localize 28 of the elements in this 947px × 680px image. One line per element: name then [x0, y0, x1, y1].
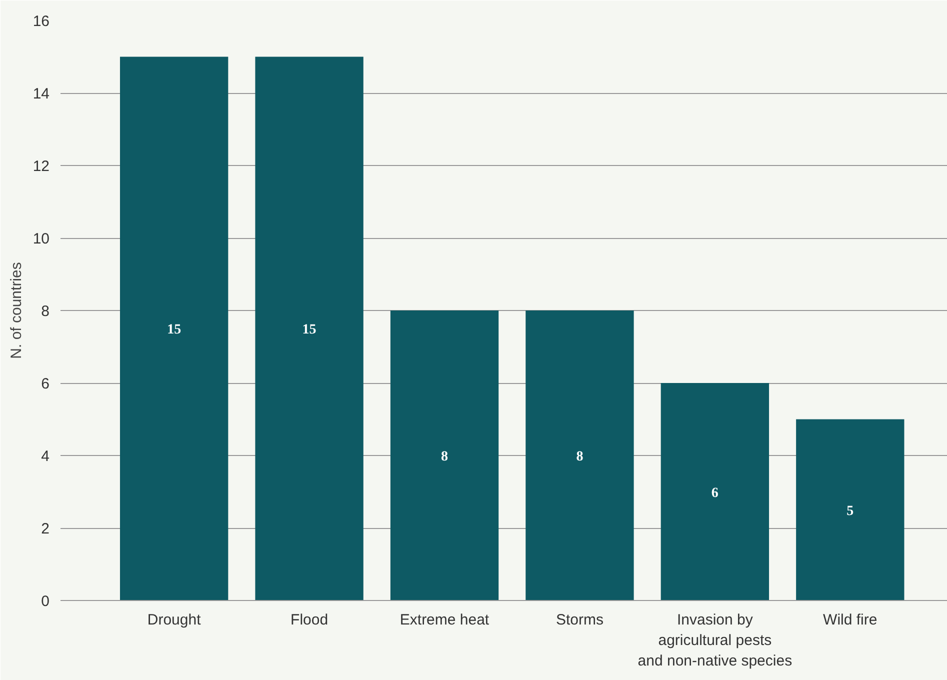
x-tick-label: Drought — [147, 612, 202, 628]
y-axis-title: N. of countries — [8, 262, 25, 359]
y-tick-label: 6 — [41, 376, 50, 392]
bar — [390, 310, 499, 600]
y-tick-label: 8 — [41, 303, 50, 320]
bar — [120, 56, 228, 600]
y-tick-label: 10 — [32, 230, 50, 248]
y-tick-label: 12 — [32, 158, 50, 175]
bar — [526, 310, 634, 600]
data-label: 5 — [846, 504, 854, 519]
y-tick-label: 14 — [32, 86, 50, 102]
x-tick-label: Storms — [556, 612, 604, 628]
data-label: 15 — [302, 322, 316, 338]
x-tick-label: Extreme heat — [400, 612, 490, 628]
bar — [255, 56, 364, 600]
y-tick-label: 2 — [41, 520, 50, 538]
bar — [660, 383, 770, 600]
y-tick-label: 0 — [41, 593, 50, 610]
x-tick-label: Wild fire — [823, 612, 878, 628]
x-tick-label: Invasion by agricultural pests and non-native species — [638, 612, 792, 670]
data-label: 6 — [711, 486, 718, 501]
data-label: 15 — [167, 322, 182, 338]
data-label: 8 — [576, 450, 584, 464]
data-label: 8 — [441, 450, 448, 464]
bar — [796, 419, 904, 600]
y-tick-label: 4 — [41, 448, 50, 465]
y-tick-label: 16 — [32, 13, 50, 30]
x-tick-label: Flood — [290, 612, 328, 628]
